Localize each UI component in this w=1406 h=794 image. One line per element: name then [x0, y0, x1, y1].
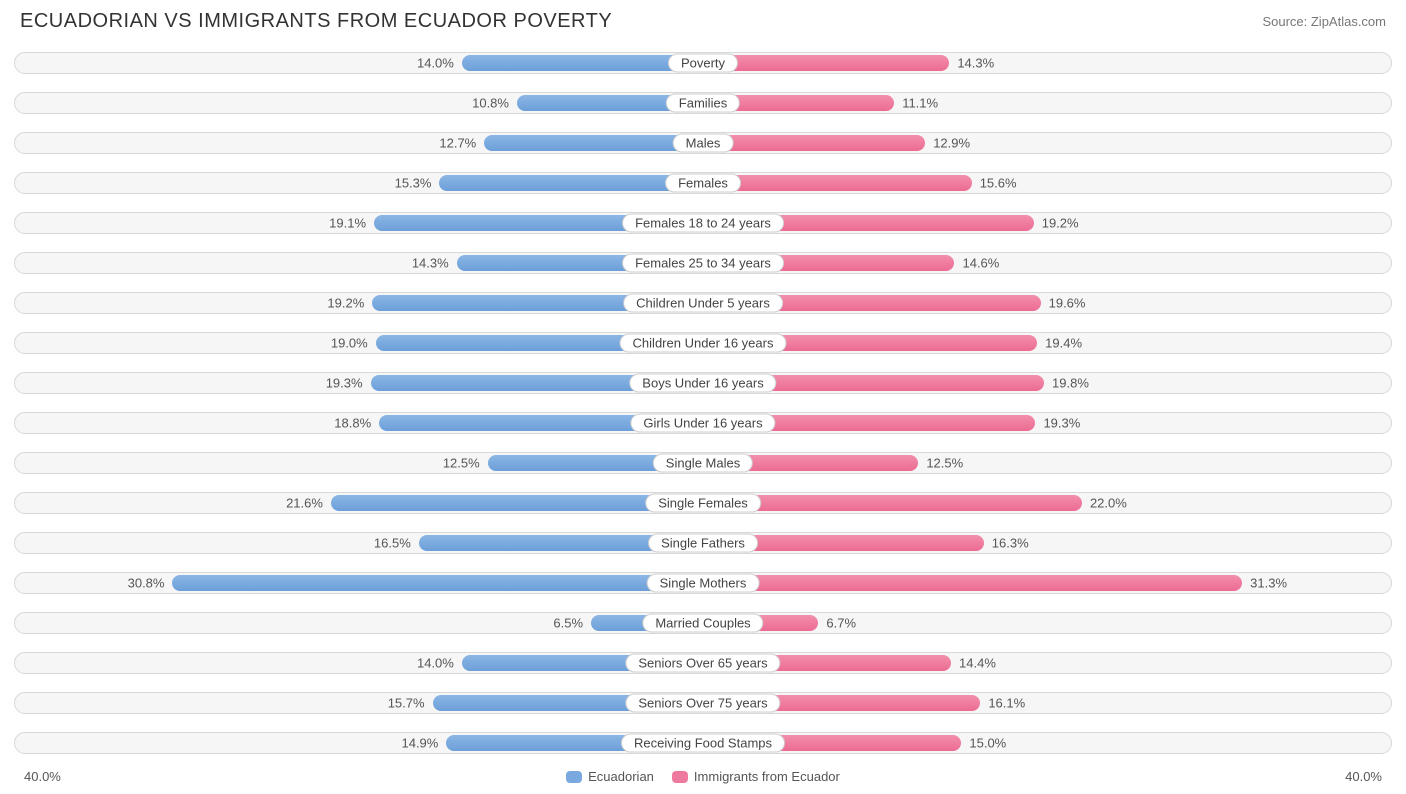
- value-left: 12.5%: [443, 456, 480, 471]
- value-left: 16.5%: [374, 536, 411, 551]
- chart-row: 12.7% 12.9% Males: [14, 125, 1392, 161]
- value-right: 19.3%: [1043, 416, 1080, 431]
- category-label: Single Females: [645, 494, 761, 513]
- chart-row: 15.3% 15.6% Females: [14, 165, 1392, 201]
- legend-label-left: Ecuadorian: [588, 769, 654, 784]
- value-left: 19.1%: [329, 216, 366, 231]
- value-right: 31.3%: [1250, 576, 1287, 591]
- chart-row: 21.6% 22.0% Single Females: [14, 485, 1392, 521]
- chart-row: 19.1% 19.2% Females 18 to 24 years: [14, 205, 1392, 241]
- category-label: Girls Under 16 years: [630, 414, 775, 433]
- value-right: 16.3%: [992, 536, 1029, 551]
- value-right: 14.4%: [959, 656, 996, 671]
- value-left: 19.3%: [326, 376, 363, 391]
- bar-right: [703, 55, 949, 71]
- value-left: 14.9%: [401, 736, 438, 751]
- value-right: 19.6%: [1049, 296, 1086, 311]
- chart-row: 6.5% 6.7% Married Couples: [14, 605, 1392, 641]
- bar-left: [439, 175, 703, 191]
- value-right: 19.2%: [1042, 216, 1079, 231]
- legend-swatch-right: [672, 771, 688, 783]
- value-left: 30.8%: [128, 576, 165, 591]
- value-right: 19.8%: [1052, 376, 1089, 391]
- value-left: 10.8%: [472, 96, 509, 111]
- chart-row: 14.3% 14.6% Females 25 to 34 years: [14, 245, 1392, 281]
- category-label: Poverty: [668, 54, 738, 73]
- value-left: 19.0%: [331, 336, 368, 351]
- value-right: 6.7%: [826, 616, 856, 631]
- value-left: 14.0%: [417, 56, 454, 71]
- value-left: 12.7%: [439, 136, 476, 151]
- axis-label-right: 40.0%: [1345, 769, 1382, 784]
- category-label: Single Fathers: [648, 534, 758, 553]
- category-label: Boys Under 16 years: [629, 374, 776, 393]
- chart-row: 19.2% 19.6% Children Under 5 years: [14, 285, 1392, 321]
- value-right: 12.5%: [926, 456, 963, 471]
- category-label: Seniors Over 75 years: [625, 694, 780, 713]
- bar-right: [703, 135, 925, 151]
- chart-row: 14.0% 14.4% Seniors Over 65 years: [14, 645, 1392, 681]
- chart-footer: 40.0% Ecuadorian Immigrants from Ecuador…: [14, 769, 1392, 784]
- bar-left: [484, 135, 703, 151]
- category-label: Females 25 to 34 years: [622, 254, 784, 273]
- source-name: ZipAtlas.com: [1311, 14, 1386, 29]
- category-label: Single Males: [653, 454, 753, 473]
- bar-right: [703, 575, 1242, 591]
- chart-row: 18.8% 19.3% Girls Under 16 years: [14, 405, 1392, 441]
- category-label: Children Under 5 years: [623, 294, 783, 313]
- source-prefix: Source:: [1262, 14, 1310, 29]
- category-label: Females 18 to 24 years: [622, 214, 784, 233]
- chart-row: 14.9% 15.0% Receiving Food Stamps: [14, 725, 1392, 761]
- value-right: 14.6%: [962, 256, 999, 271]
- chart-row: 10.8% 11.1% Families: [14, 85, 1392, 121]
- legend-item-left: Ecuadorian: [566, 769, 654, 784]
- category-label: Receiving Food Stamps: [621, 734, 785, 753]
- chart-source: Source: ZipAtlas.com: [1262, 14, 1386, 29]
- value-right: 15.6%: [980, 176, 1017, 191]
- value-left: 15.3%: [395, 176, 432, 191]
- bar-left: [172, 575, 703, 591]
- value-left: 18.8%: [334, 416, 371, 431]
- value-right: 19.4%: [1045, 336, 1082, 351]
- value-left: 6.5%: [553, 616, 583, 631]
- legend-label-right: Immigrants from Ecuador: [694, 769, 840, 784]
- value-right: 14.3%: [957, 56, 994, 71]
- value-right: 12.9%: [933, 136, 970, 151]
- value-right: 22.0%: [1090, 496, 1127, 511]
- chart-header: ECUADORIAN VS IMMIGRANTS FROM ECUADOR PO…: [14, 10, 1392, 33]
- bar-left: [462, 55, 703, 71]
- legend-item-right: Immigrants from Ecuador: [672, 769, 840, 784]
- value-right: 16.1%: [988, 696, 1025, 711]
- value-right: 15.0%: [969, 736, 1006, 751]
- chart-row: 15.7% 16.1% Seniors Over 75 years: [14, 685, 1392, 721]
- bar-right: [703, 175, 972, 191]
- value-left: 15.7%: [388, 696, 425, 711]
- value-right: 11.1%: [902, 96, 938, 111]
- category-label: Females: [665, 174, 741, 193]
- chart-title: ECUADORIAN VS IMMIGRANTS FROM ECUADOR PO…: [20, 10, 612, 33]
- chart-row: 14.0% 14.3% Poverty: [14, 45, 1392, 81]
- category-label: Males: [673, 134, 734, 153]
- value-left: 14.0%: [417, 656, 454, 671]
- category-label: Children Under 16 years: [620, 334, 787, 353]
- chart-row: 19.3% 19.8% Boys Under 16 years: [14, 365, 1392, 401]
- chart-area: 14.0% 14.3% Poverty 10.8% 11.1% Families 12.7%…: [14, 45, 1392, 761]
- category-label: Single Mothers: [647, 574, 760, 593]
- category-label: Families: [666, 94, 740, 113]
- value-left: 19.2%: [327, 296, 364, 311]
- chart-row: 30.8% 31.3% Single Mothers: [14, 565, 1392, 601]
- legend-swatch-left: [566, 771, 582, 783]
- legend: Ecuadorian Immigrants from Ecuador: [61, 769, 1345, 784]
- axis-label-left: 40.0%: [24, 769, 61, 784]
- category-label: Seniors Over 65 years: [625, 654, 780, 673]
- value-left: 14.3%: [412, 256, 449, 271]
- chart-row: 12.5% 12.5% Single Males: [14, 445, 1392, 481]
- chart-row: 16.5% 16.3% Single Fathers: [14, 525, 1392, 561]
- chart-row: 19.0% 19.4% Children Under 16 years: [14, 325, 1392, 361]
- value-left: 21.6%: [286, 496, 323, 511]
- category-label: Married Couples: [642, 614, 763, 633]
